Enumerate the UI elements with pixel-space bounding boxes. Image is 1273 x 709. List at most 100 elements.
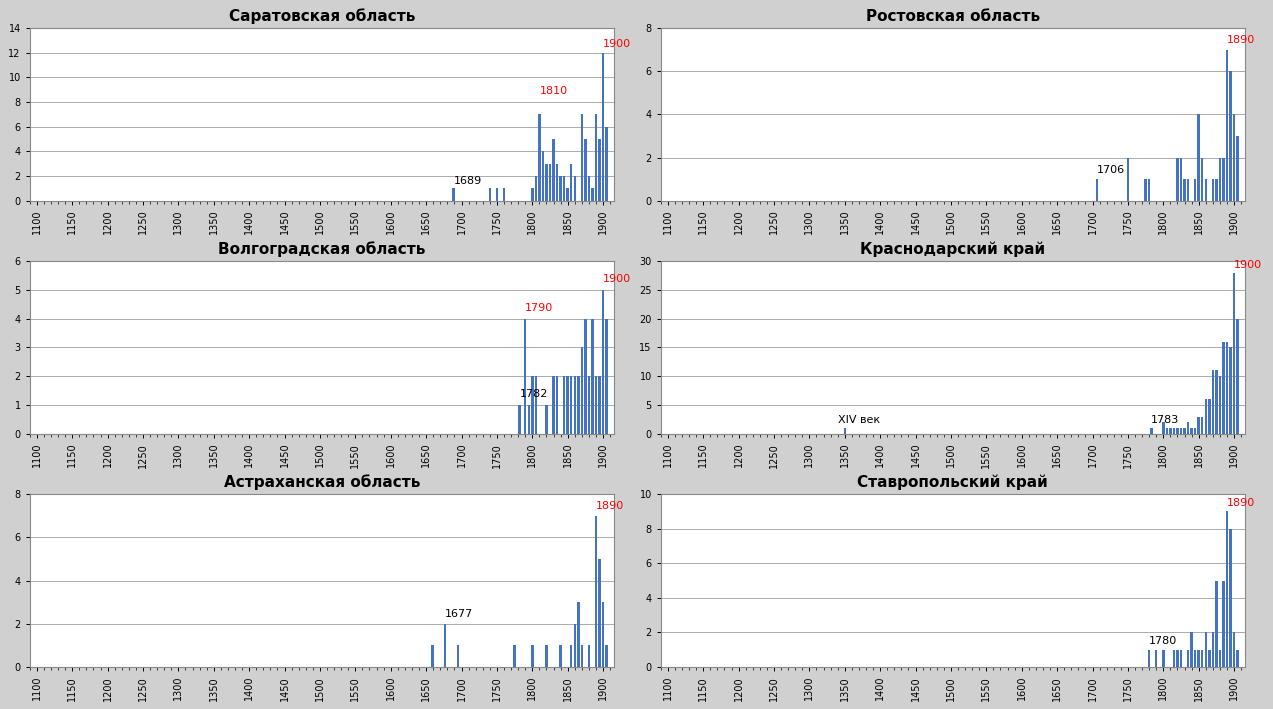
Bar xyxy=(1190,428,1193,434)
Bar xyxy=(563,376,565,434)
Bar xyxy=(1172,428,1175,434)
Bar xyxy=(602,52,605,201)
Bar xyxy=(570,164,573,201)
Bar xyxy=(1172,649,1175,667)
Bar xyxy=(588,176,591,201)
Bar xyxy=(1200,416,1203,434)
Text: 1900: 1900 xyxy=(603,39,631,49)
Bar xyxy=(1222,157,1225,201)
Bar xyxy=(1200,649,1203,667)
Bar xyxy=(531,645,533,667)
Bar xyxy=(1148,179,1151,201)
Bar xyxy=(588,376,591,434)
Bar xyxy=(559,176,561,201)
Bar xyxy=(1198,649,1200,667)
Bar xyxy=(1180,649,1183,667)
Bar xyxy=(574,176,575,201)
Bar xyxy=(606,318,607,434)
Bar xyxy=(545,645,547,667)
Title: Астраханская область: Астраханская область xyxy=(224,474,420,490)
Bar xyxy=(1204,399,1207,434)
Bar xyxy=(432,645,434,667)
Text: 1782: 1782 xyxy=(519,389,547,399)
Text: 1780: 1780 xyxy=(1150,636,1178,646)
Bar xyxy=(566,189,569,201)
Bar xyxy=(495,189,498,201)
Text: 1677: 1677 xyxy=(446,610,474,620)
Bar xyxy=(1236,318,1239,434)
Bar xyxy=(1184,179,1185,201)
Bar xyxy=(580,645,583,667)
Bar xyxy=(1186,423,1189,434)
Bar xyxy=(1216,179,1217,201)
Bar xyxy=(513,645,516,667)
Bar xyxy=(588,645,591,667)
Bar xyxy=(606,645,607,667)
Bar xyxy=(1180,157,1183,201)
Bar xyxy=(594,515,597,667)
Bar xyxy=(1176,649,1179,667)
Bar xyxy=(844,428,847,434)
Bar xyxy=(1180,428,1183,434)
Text: 1900: 1900 xyxy=(1234,259,1263,269)
Bar xyxy=(1190,632,1193,667)
Bar xyxy=(531,376,533,434)
Bar xyxy=(574,624,575,667)
Bar xyxy=(1162,423,1165,434)
Bar xyxy=(1198,114,1200,201)
Bar xyxy=(1150,428,1152,434)
Bar xyxy=(552,139,555,201)
Bar xyxy=(566,376,569,434)
Bar xyxy=(1194,428,1197,434)
Bar xyxy=(1226,511,1228,667)
Bar xyxy=(1200,157,1203,201)
Bar xyxy=(542,151,544,201)
Bar xyxy=(527,405,530,434)
Bar xyxy=(1198,416,1200,434)
Bar xyxy=(444,624,447,667)
Bar xyxy=(570,645,573,667)
Bar xyxy=(602,602,605,667)
Text: 1890: 1890 xyxy=(1227,498,1255,508)
Bar xyxy=(602,290,605,434)
Text: 1783: 1783 xyxy=(1151,415,1180,425)
Bar xyxy=(598,559,601,667)
Text: 1890: 1890 xyxy=(596,501,624,511)
Bar xyxy=(556,376,559,434)
Bar xyxy=(1155,649,1157,667)
Bar xyxy=(594,114,597,201)
Bar xyxy=(1232,273,1235,434)
Bar xyxy=(591,189,593,201)
Text: 1790: 1790 xyxy=(526,303,554,313)
Bar xyxy=(580,114,583,201)
Text: 1689: 1689 xyxy=(453,176,482,186)
Bar xyxy=(1222,581,1225,667)
Bar xyxy=(556,164,559,201)
Bar xyxy=(1162,649,1165,667)
Text: 1706: 1706 xyxy=(1097,164,1125,175)
Bar xyxy=(1222,342,1225,434)
Bar xyxy=(1169,428,1171,434)
Bar xyxy=(545,405,547,434)
Bar xyxy=(1204,632,1207,667)
Bar xyxy=(1232,632,1235,667)
Bar xyxy=(1218,649,1221,667)
Bar xyxy=(1176,157,1179,201)
Bar xyxy=(1216,581,1217,667)
Bar xyxy=(1212,371,1214,434)
Bar xyxy=(1194,649,1197,667)
Bar xyxy=(577,602,579,667)
Bar xyxy=(1236,136,1239,201)
Bar xyxy=(535,376,537,434)
Bar xyxy=(594,376,597,434)
Bar xyxy=(563,176,565,201)
Bar xyxy=(1184,428,1185,434)
Bar xyxy=(531,189,533,201)
Bar xyxy=(552,376,555,434)
Bar xyxy=(1127,157,1129,201)
Bar xyxy=(1216,371,1217,434)
Bar xyxy=(598,376,601,434)
Text: XIV век: XIV век xyxy=(838,415,880,425)
Bar xyxy=(1166,428,1169,434)
Bar xyxy=(452,189,454,201)
